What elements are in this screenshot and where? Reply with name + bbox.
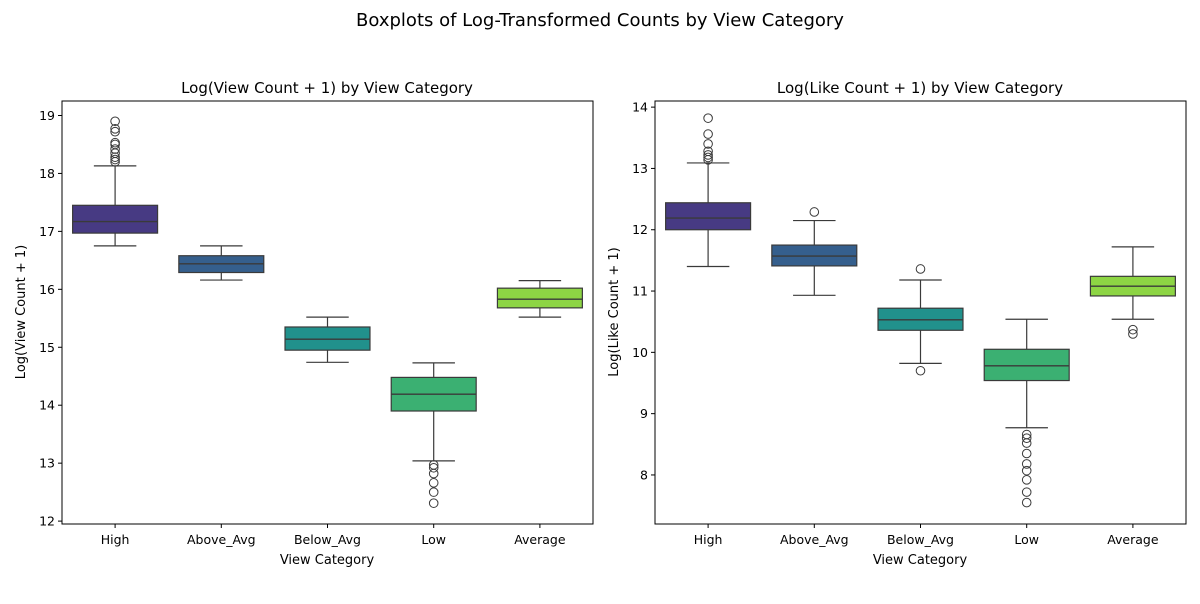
x-tick-label: Above_Avg	[780, 532, 849, 547]
outlier-point	[110, 126, 120, 137]
y-tick-label: 12	[632, 222, 648, 237]
outlier-point	[703, 150, 713, 160]
x-tick-label: Average	[514, 532, 566, 547]
y-tick-label: 13	[632, 161, 648, 176]
outlier-point	[1021, 475, 1032, 485]
y-tick-label: 13	[39, 456, 55, 471]
x-axis-label: View Category	[873, 553, 968, 568]
outlier-point	[110, 124, 120, 134]
y-axis-label: Log(Like Count + 1)	[607, 247, 622, 376]
box-high	[665, 202, 752, 231]
y-tick-label: 16	[39, 282, 55, 297]
x-tick-label: Low	[421, 532, 446, 547]
outlier-point	[428, 498, 439, 508]
plot-frame	[654, 100, 1187, 525]
outlier-point	[1021, 438, 1032, 448]
outlier-point	[1021, 433, 1032, 443]
x-tick-label: Low	[1014, 532, 1039, 547]
y-tick-label: 9	[640, 406, 648, 421]
outlier-point	[1128, 329, 1138, 339]
outlier-point	[703, 113, 713, 123]
panel-view-count: Log(View Count + 1) by View Category Vie…	[14, 79, 594, 568]
y-tick-label: 14	[632, 100, 648, 115]
x-tick-label: Average	[1107, 532, 1159, 547]
outlier-point	[110, 144, 120, 154]
outlier-point	[110, 137, 120, 148]
outlier-point	[915, 264, 926, 274]
y-tick-label: 12	[39, 514, 55, 529]
y-tick-label: 10	[632, 345, 648, 360]
x-tick-label: High	[694, 532, 723, 547]
x-tick-label: High	[101, 532, 130, 547]
y-tick-label: 14	[39, 398, 55, 413]
outlier-point	[915, 365, 926, 376]
box-high	[72, 204, 159, 234]
x-tick-label: Below_Avg	[887, 532, 954, 547]
outlier-point	[428, 460, 439, 470]
y-tick-label: 18	[39, 166, 55, 181]
panel-title: Log(Like Count + 1) by View Category	[777, 79, 1063, 97]
y-tick-label: 17	[39, 224, 55, 239]
plot-frame	[61, 100, 594, 525]
outlier-point	[428, 478, 439, 488]
outlier-point	[703, 146, 713, 157]
outlier-point	[110, 116, 120, 127]
outlier-point	[1021, 429, 1032, 440]
outlier-point	[110, 154, 120, 165]
figure-suptitle: Boxplots of Log-Transformed Counts by Vi…	[356, 10, 844, 31]
outlier-point	[703, 139, 713, 149]
outlier-point	[428, 462, 439, 473]
outlier-point	[703, 129, 713, 139]
outlier-point	[1021, 448, 1032, 459]
y-tick-label: 11	[632, 284, 648, 299]
outlier-point	[1021, 497, 1032, 508]
x-tick-label: Above_Avg	[187, 532, 256, 547]
outlier-point	[1021, 487, 1032, 497]
x-axis-label: View Category	[280, 553, 375, 568]
y-tick-label: 8	[640, 467, 648, 482]
y-axis-label: Log(View Count + 1)	[14, 245, 29, 379]
y-tick-label: 19	[39, 108, 55, 123]
outlier-point	[703, 152, 713, 163]
outlier-point	[1021, 459, 1032, 469]
outlier-point	[1128, 324, 1138, 335]
box-average	[496, 287, 583, 309]
panel-title: Log(View Count + 1) by View Category	[181, 79, 473, 97]
outlier-point	[809, 207, 820, 217]
panel-like-count: Log(Like Count + 1) by View Category Vie…	[607, 79, 1187, 568]
x-tick-label: Below_Avg	[294, 532, 361, 547]
outlier-point	[1021, 465, 1032, 476]
y-tick-label: 15	[39, 340, 55, 355]
box-low	[983, 348, 1070, 382]
outlier-point	[428, 487, 439, 497]
